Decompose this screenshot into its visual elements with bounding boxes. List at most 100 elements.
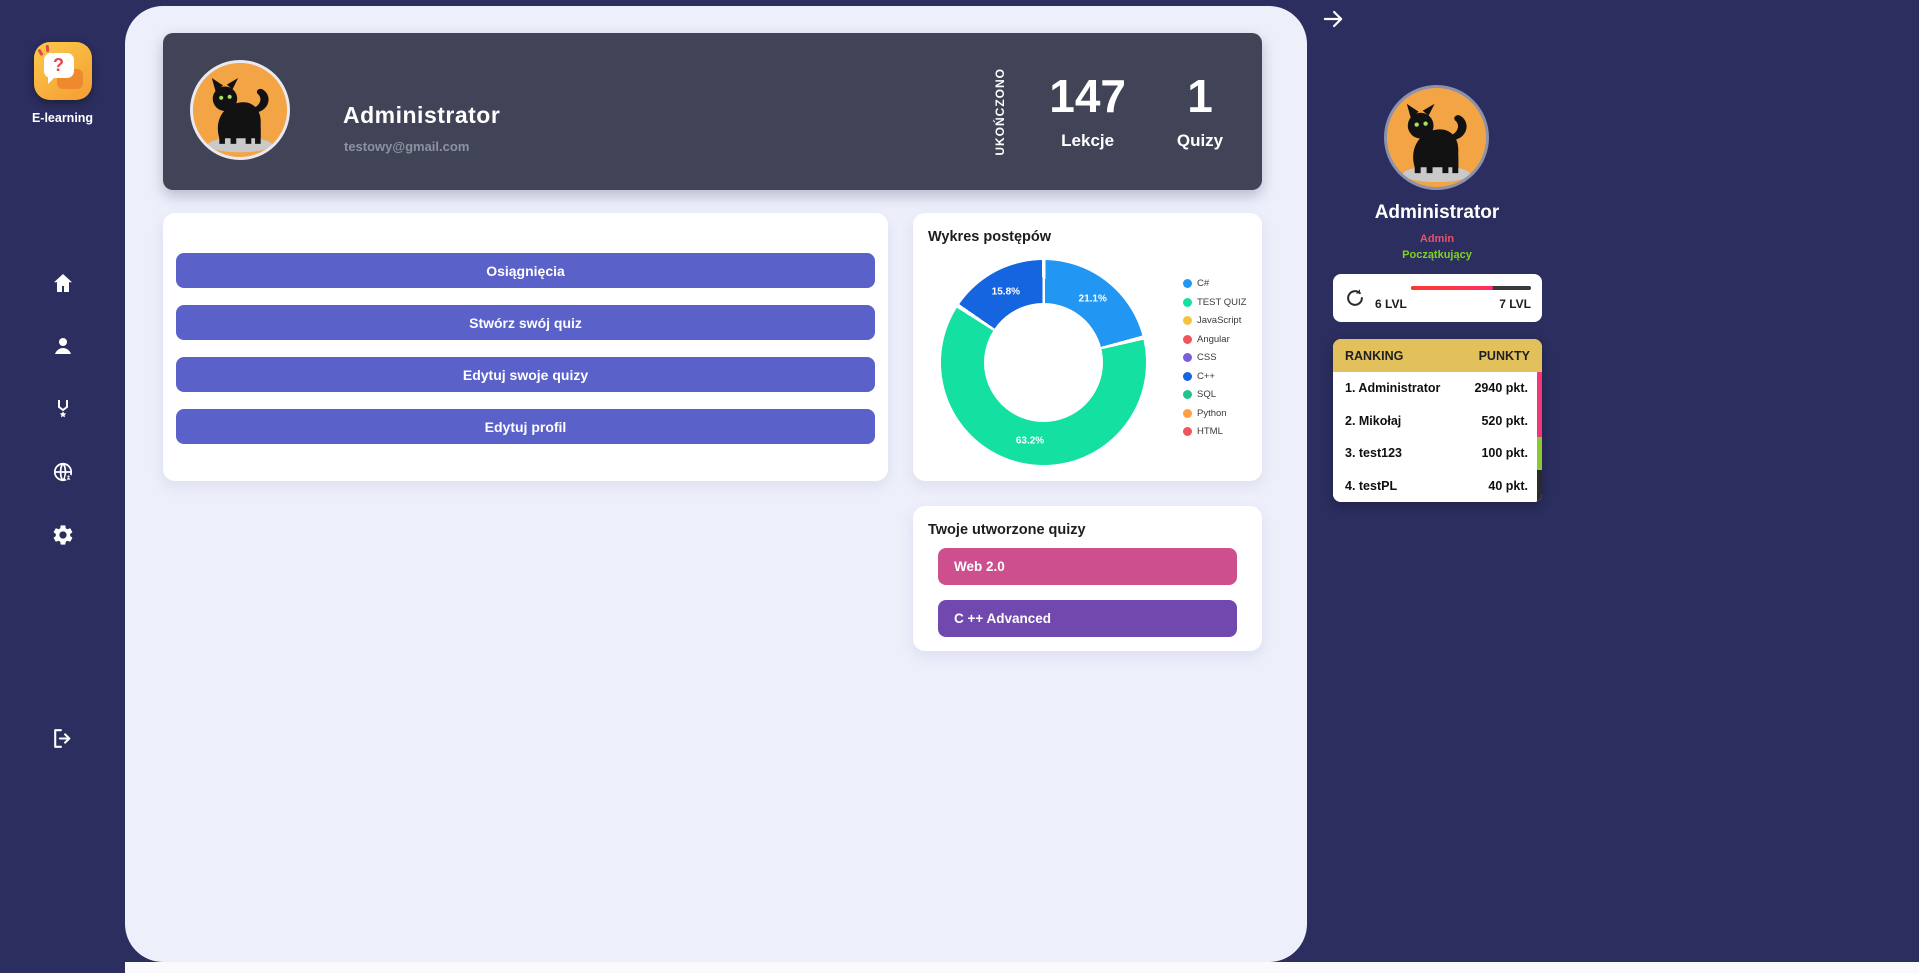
stat-value: 1: [1187, 69, 1213, 122]
action-button[interactable]: Osiągnięcia: [176, 253, 875, 288]
level-progress-bar: [1411, 285, 1531, 290]
ranking-row: 4. testPL 40 pkt.: [1333, 469, 1542, 502]
legend-dot-icon: [1183, 427, 1192, 436]
legend-label: HTML: [1197, 426, 1223, 437]
stat: 1 Quizy: [1170, 73, 1230, 151]
avatar: [190, 60, 290, 160]
legend-label: CSS: [1197, 352, 1217, 363]
collapse-sidebar-button[interactable]: [1320, 6, 1346, 32]
sidebar-item-profile[interactable]: [50, 333, 76, 359]
quiz-button[interactable]: C ++ Advanced: [938, 600, 1237, 637]
legend-label: TEST QUIZ: [1197, 296, 1247, 308]
legend-item: HTML: [1183, 426, 1246, 437]
chart-title: Wykres postępów: [928, 229, 1052, 245]
stat: 147 Lekcje: [1049, 73, 1126, 151]
logout-button[interactable]: [0, 726, 125, 751]
chart-legend: C# TEST QUIZ JavaScript Angular CSS C++ SQL Pyt…: [1183, 278, 1246, 437]
doughnut-chart: 21.1% 63.2% 15.8%: [941, 260, 1146, 465]
ranking-points: 2940 pkt.: [1474, 381, 1528, 396]
legend-dot-icon: [1183, 390, 1192, 399]
legend-item: C++: [1183, 371, 1246, 382]
legend-item: CSS: [1183, 352, 1246, 363]
rank-indicator: [1537, 404, 1542, 437]
completed-label: UKOŃCZONO: [993, 67, 1008, 156]
profile-sidebar: Administrator Admin Początkujący 6 LVL 7…: [1307, 0, 1919, 962]
profile-header-card: Administrator testowy@gmail.com UKOŃCZON…: [163, 33, 1262, 190]
progress-chart-card: Wykres postępów 21.1% 63.2% 15.8% C# TEST Q…: [913, 213, 1262, 481]
actions-list: Osiągnięcia Stwórz swój quiz Edytuj swoje …: [176, 253, 875, 444]
ranking-user: 3. test123: [1345, 446, 1402, 461]
ranking-header: RANKING PUNKTY: [1333, 339, 1542, 372]
profile-name: Administrator: [1374, 202, 1500, 223]
main-panel: Administrator testowy@gmail.com UKOŃCZON…: [125, 6, 1307, 962]
level-current: 6 LVL: [1375, 296, 1407, 311]
legend-item: SQL: [1183, 389, 1246, 400]
stats-list: 147 Lekcje 1 Quizy: [1049, 73, 1230, 151]
profile-rank-label: Początkujący: [1402, 249, 1472, 261]
profile-role: Admin: [1419, 233, 1455, 245]
sidebar-item-achievements[interactable]: [50, 396, 76, 422]
level-progress: 6 LVL 7 LVL: [1375, 285, 1531, 311]
legend-item: Angular: [1183, 334, 1246, 345]
slice-label: 63.2%: [1015, 435, 1045, 447]
rank-indicator: [1537, 437, 1542, 470]
level-next: 7 LVL: [1499, 296, 1531, 311]
legend-dot-icon: [1183, 371, 1192, 381]
quiz-button[interactable]: Web 2.0: [938, 548, 1237, 585]
created-quizzes-card: Twoje utworzone quizy Web 2.0 C ++ Advanc…: [913, 506, 1262, 651]
sidebar-item-explore[interactable]: [50, 459, 76, 485]
legend-dot-icon: [1183, 408, 1192, 418]
logout-icon: [54, 729, 71, 748]
ranking-user: 2. Mikołaj: [1345, 413, 1402, 428]
profile-icon: [54, 338, 71, 354]
ranking-user: 4. testPL: [1345, 478, 1398, 493]
left-sidebar: ? E-learning: [0, 0, 125, 973]
doughnut-hole: [984, 303, 1103, 422]
ranking-rows: 1. Administrator 2940 pkt. 2. Mikołaj 520 p…: [1333, 372, 1542, 502]
action-button[interactable]: Edytuj swoje quizy: [176, 357, 875, 392]
logo-spark: [36, 48, 43, 57]
stat-value: 147: [1049, 69, 1126, 122]
action-button[interactable]: Edytuj profil: [176, 409, 875, 444]
legend-dot-icon: [1183, 353, 1192, 362]
arrow-right-icon: [1323, 10, 1343, 28]
achievements-icon: [57, 400, 68, 418]
legend-dot-icon: [1183, 316, 1192, 325]
legend-label: C++: [1197, 370, 1215, 382]
ranking-col-points: PUNKTY: [1478, 348, 1530, 363]
avatar: [1384, 85, 1489, 190]
app-logo-icon[interactable]: ?: [33, 42, 92, 100]
home-icon: [53, 274, 72, 292]
legend-item: C#: [1183, 278, 1246, 289]
quiz-list: Web 2.0 C ++ Advanced: [938, 548, 1237, 637]
rank-indicator: [1537, 469, 1542, 502]
sidebar-nav: [0, 270, 125, 548]
legend-dot-icon: [1183, 297, 1192, 307]
quizzes-title: Twoje utworzone quizy: [928, 522, 1086, 538]
user-email: testowy@gmail.com: [344, 139, 470, 154]
globe-icon: [53, 462, 72, 482]
rank-indicator: [1537, 372, 1542, 405]
header-stats: UKOŃCZONO 147 Lekcje 1 Quizy: [993, 33, 1230, 190]
settings-gear-icon: [53, 525, 72, 545]
stat-label: Lekcje: [1061, 130, 1115, 150]
legend-dot-icon: [1183, 334, 1192, 344]
ranking-points: 100 pkt.: [1481, 446, 1528, 461]
slice-label: 21.1%: [1078, 293, 1107, 305]
sidebar-item-settings[interactable]: [50, 522, 76, 548]
action-button[interactable]: Stwórz swój quiz: [176, 305, 875, 340]
sidebar-item-home[interactable]: [50, 270, 76, 296]
legend-item: Python: [1183, 408, 1246, 419]
legend-label: JavaScript: [1197, 315, 1242, 326]
brand-label: E-learning: [31, 111, 94, 125]
legend-item: JavaScript: [1183, 315, 1246, 326]
ranking-points: 520 pkt.: [1481, 413, 1528, 428]
ranking-row: 1. Administrator 2940 pkt.: [1333, 372, 1542, 405]
actions-card: Osiągnięcia Stwórz swój quiz Edytuj swoje …: [163, 213, 888, 481]
ranking-user: 1. Administrator: [1345, 381, 1441, 396]
level-progress-card: 6 LVL 7 LVL: [1333, 274, 1542, 322]
logo-spark: [45, 44, 49, 53]
ranking-col-rank: RANKING: [1345, 348, 1404, 363]
stat-label: Quizy: [1176, 130, 1224, 150]
